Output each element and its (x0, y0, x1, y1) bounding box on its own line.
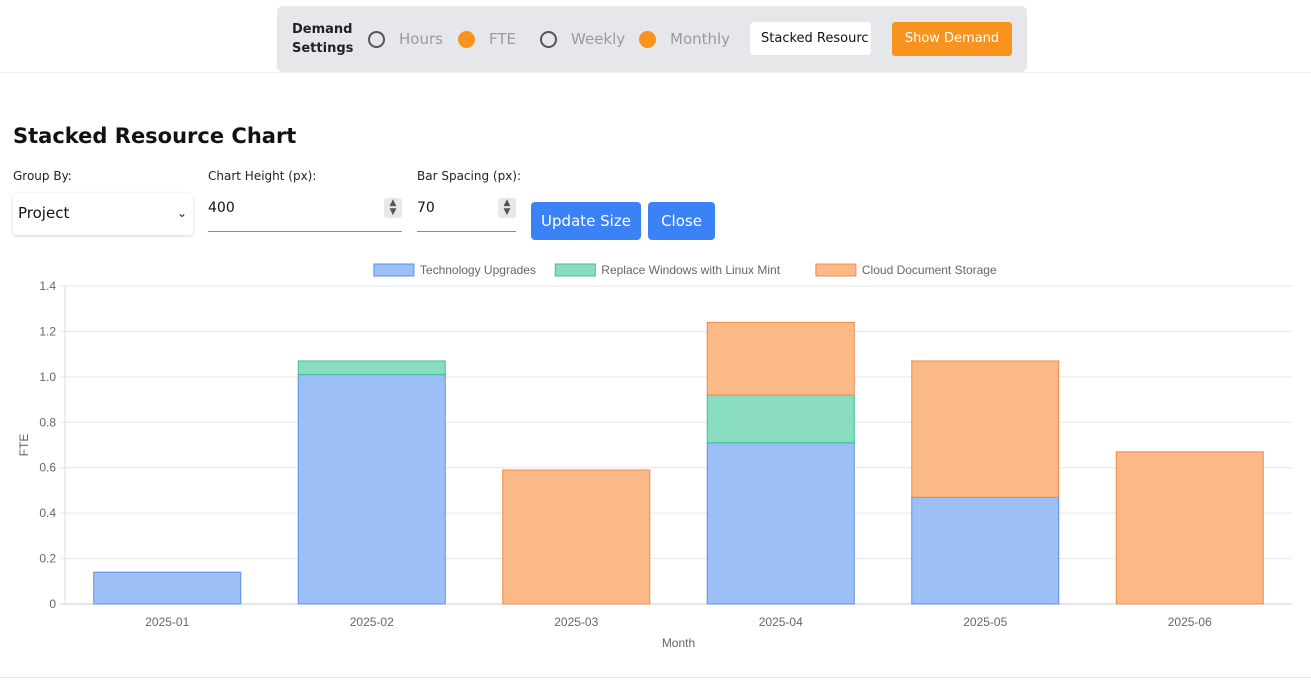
top-toolbar: Demand Settings Hours FTE Weekly Monthly… (0, 0, 1311, 73)
y-tick-label: 0.8 (39, 415, 56, 429)
radio-label-hours: Hours (399, 30, 443, 48)
show-demand-button[interactable]: Show Demand (892, 22, 1012, 56)
x-tick-label: 2025-02 (350, 615, 394, 629)
y-tick-label: 1.2 (39, 324, 56, 338)
radio-weekly[interactable] (540, 30, 557, 48)
bar-segment (1115, 451, 1264, 605)
y-tick-label: 1.0 (39, 370, 56, 384)
y-tick-label: 1.4 (39, 279, 56, 293)
radio-option-hours[interactable]: Hours (368, 30, 443, 48)
bar-segment (297, 360, 446, 376)
bar-spacing-label: Bar Spacing (px): (417, 169, 522, 183)
bar-segment (706, 321, 855, 396)
bar-spacing-value: 70 (417, 200, 435, 216)
y-tick-label: 0 (49, 597, 56, 611)
bar-segment (706, 394, 855, 444)
radio-fte[interactable] (458, 30, 475, 48)
bar-spacing-spinner-icon[interactable]: ▲ ▼ (498, 198, 516, 218)
group-by-label: Group By: (13, 169, 72, 183)
x-tick-label: 2025-03 (554, 615, 598, 629)
radio-monthly[interactable] (639, 30, 656, 48)
radio-option-weekly[interactable]: Weekly (540, 30, 625, 48)
radio-label-monthly: Monthly (670, 30, 731, 48)
settings-label-line1: Demand (292, 22, 353, 37)
x-tick-label: 2025-04 (759, 615, 803, 629)
radio-option-fte[interactable]: FTE (458, 30, 516, 48)
view-select[interactable]: Stacked Resourc (750, 22, 871, 55)
x-tick-label: 2025-05 (963, 615, 1007, 629)
bar-segment (93, 571, 242, 605)
y-axis-title: FTE (17, 434, 31, 457)
legend-label: Cloud Document Storage (862, 263, 997, 277)
y-tick-label: 0.2 (39, 552, 56, 566)
radio-label-fte: FTE (489, 30, 517, 48)
group-by-select[interactable]: Project ⌄ (13, 193, 193, 235)
bar-segment (297, 374, 446, 605)
radio-hours[interactable] (368, 30, 385, 48)
x-tick-label: 2025-01 (145, 615, 189, 629)
y-tick-label: 0.4 (39, 506, 56, 520)
group-by-value: Project (18, 204, 70, 222)
y-tick-label: 0.6 (39, 461, 56, 475)
x-tick-label: 2025-06 (1168, 615, 1212, 629)
close-button[interactable]: Close (648, 202, 715, 240)
bar-spacing-input[interactable]: 70 (417, 193, 516, 232)
chart-height-spinner-icon[interactable]: ▲ ▼ (384, 198, 402, 218)
page-title: Stacked Resource Chart (13, 124, 297, 148)
radio-label-weekly: Weekly (571, 30, 626, 48)
legend-swatch (373, 263, 415, 277)
demand-settings-label: Demand Settings (292, 20, 353, 58)
bar-segment (911, 360, 1060, 498)
bar-segment (502, 469, 651, 605)
legend-label: Replace Windows with Linux Mint (601, 263, 780, 277)
bar-segment (911, 496, 1060, 605)
chart-height-value: 400 (208, 200, 235, 216)
x-axis-title: Month (662, 636, 695, 650)
settings-label-line2: Settings (292, 41, 354, 56)
chart-height-label: Chart Height (px): (208, 169, 317, 183)
update-size-button[interactable]: Update Size (531, 202, 641, 240)
demand-settings-bar: Demand Settings Hours FTE Weekly Monthly… (277, 6, 1027, 72)
chevron-down-icon: ⌄ (176, 206, 187, 220)
legend-swatch (554, 263, 596, 277)
legend-label: Technology Upgrades (420, 263, 536, 277)
bar-segment (706, 442, 855, 605)
divider (0, 677, 1311, 678)
legend-swatch (815, 263, 857, 277)
chart-height-input[interactable]: 400 (208, 193, 402, 232)
stacked-resource-chart: 0 0.2 0.4 0.6 0.8 1.0 1.2 1.4 2025-01 2025-02 2025… (17, 263, 1292, 650)
radio-option-monthly[interactable]: Monthly (639, 30, 730, 48)
